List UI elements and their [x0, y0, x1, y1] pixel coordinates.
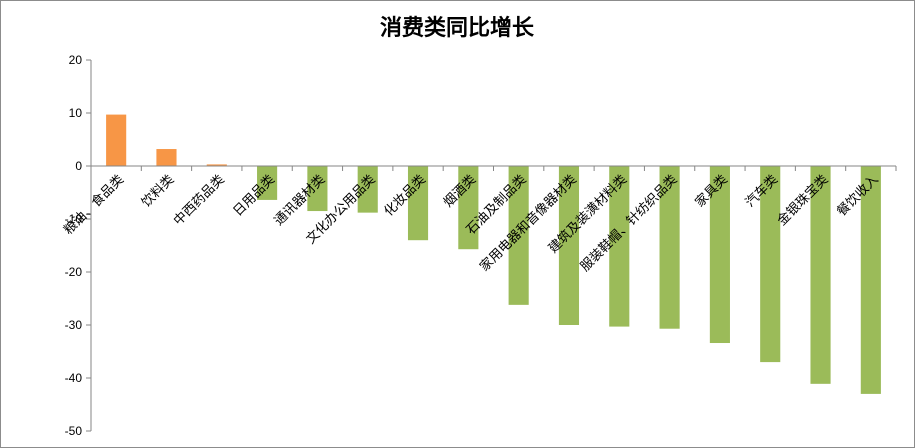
bar	[357, 166, 378, 213]
bar	[106, 114, 127, 166]
y-tick-label: -30	[65, 318, 83, 332]
y-tick-label: -10	[65, 212, 83, 226]
y-tick-label: -40	[65, 371, 83, 385]
y-tick-label: -20	[65, 265, 83, 279]
category-label: 饮料类	[139, 172, 177, 210]
bar	[156, 149, 177, 166]
category-label: 粮油、食品类	[61, 172, 127, 238]
x-axis	[90, 165, 897, 171]
chart-title: 消费类同比增长	[380, 15, 535, 41]
y-tick-label: 0	[75, 159, 82, 173]
bar	[508, 166, 529, 305]
bar	[609, 166, 630, 327]
bar	[760, 166, 781, 363]
bar	[709, 166, 730, 344]
bar	[257, 166, 278, 200]
bar	[558, 166, 580, 325]
y-tick-label: -50	[65, 424, 83, 438]
category-label: 中西药品类	[171, 172, 228, 229]
bar	[810, 166, 831, 384]
y-tick-label: 10	[69, 106, 83, 120]
bar	[407, 166, 429, 241]
bar	[659, 166, 680, 329]
bar	[458, 166, 479, 250]
bar	[860, 166, 881, 394]
bar	[307, 166, 328, 212]
bars	[106, 114, 881, 394]
bar	[206, 164, 227, 166]
y-tick-label: 20	[69, 53, 83, 67]
y-axis: 20 10 0 -10 -20 -30 -40 -50	[65, 53, 92, 438]
